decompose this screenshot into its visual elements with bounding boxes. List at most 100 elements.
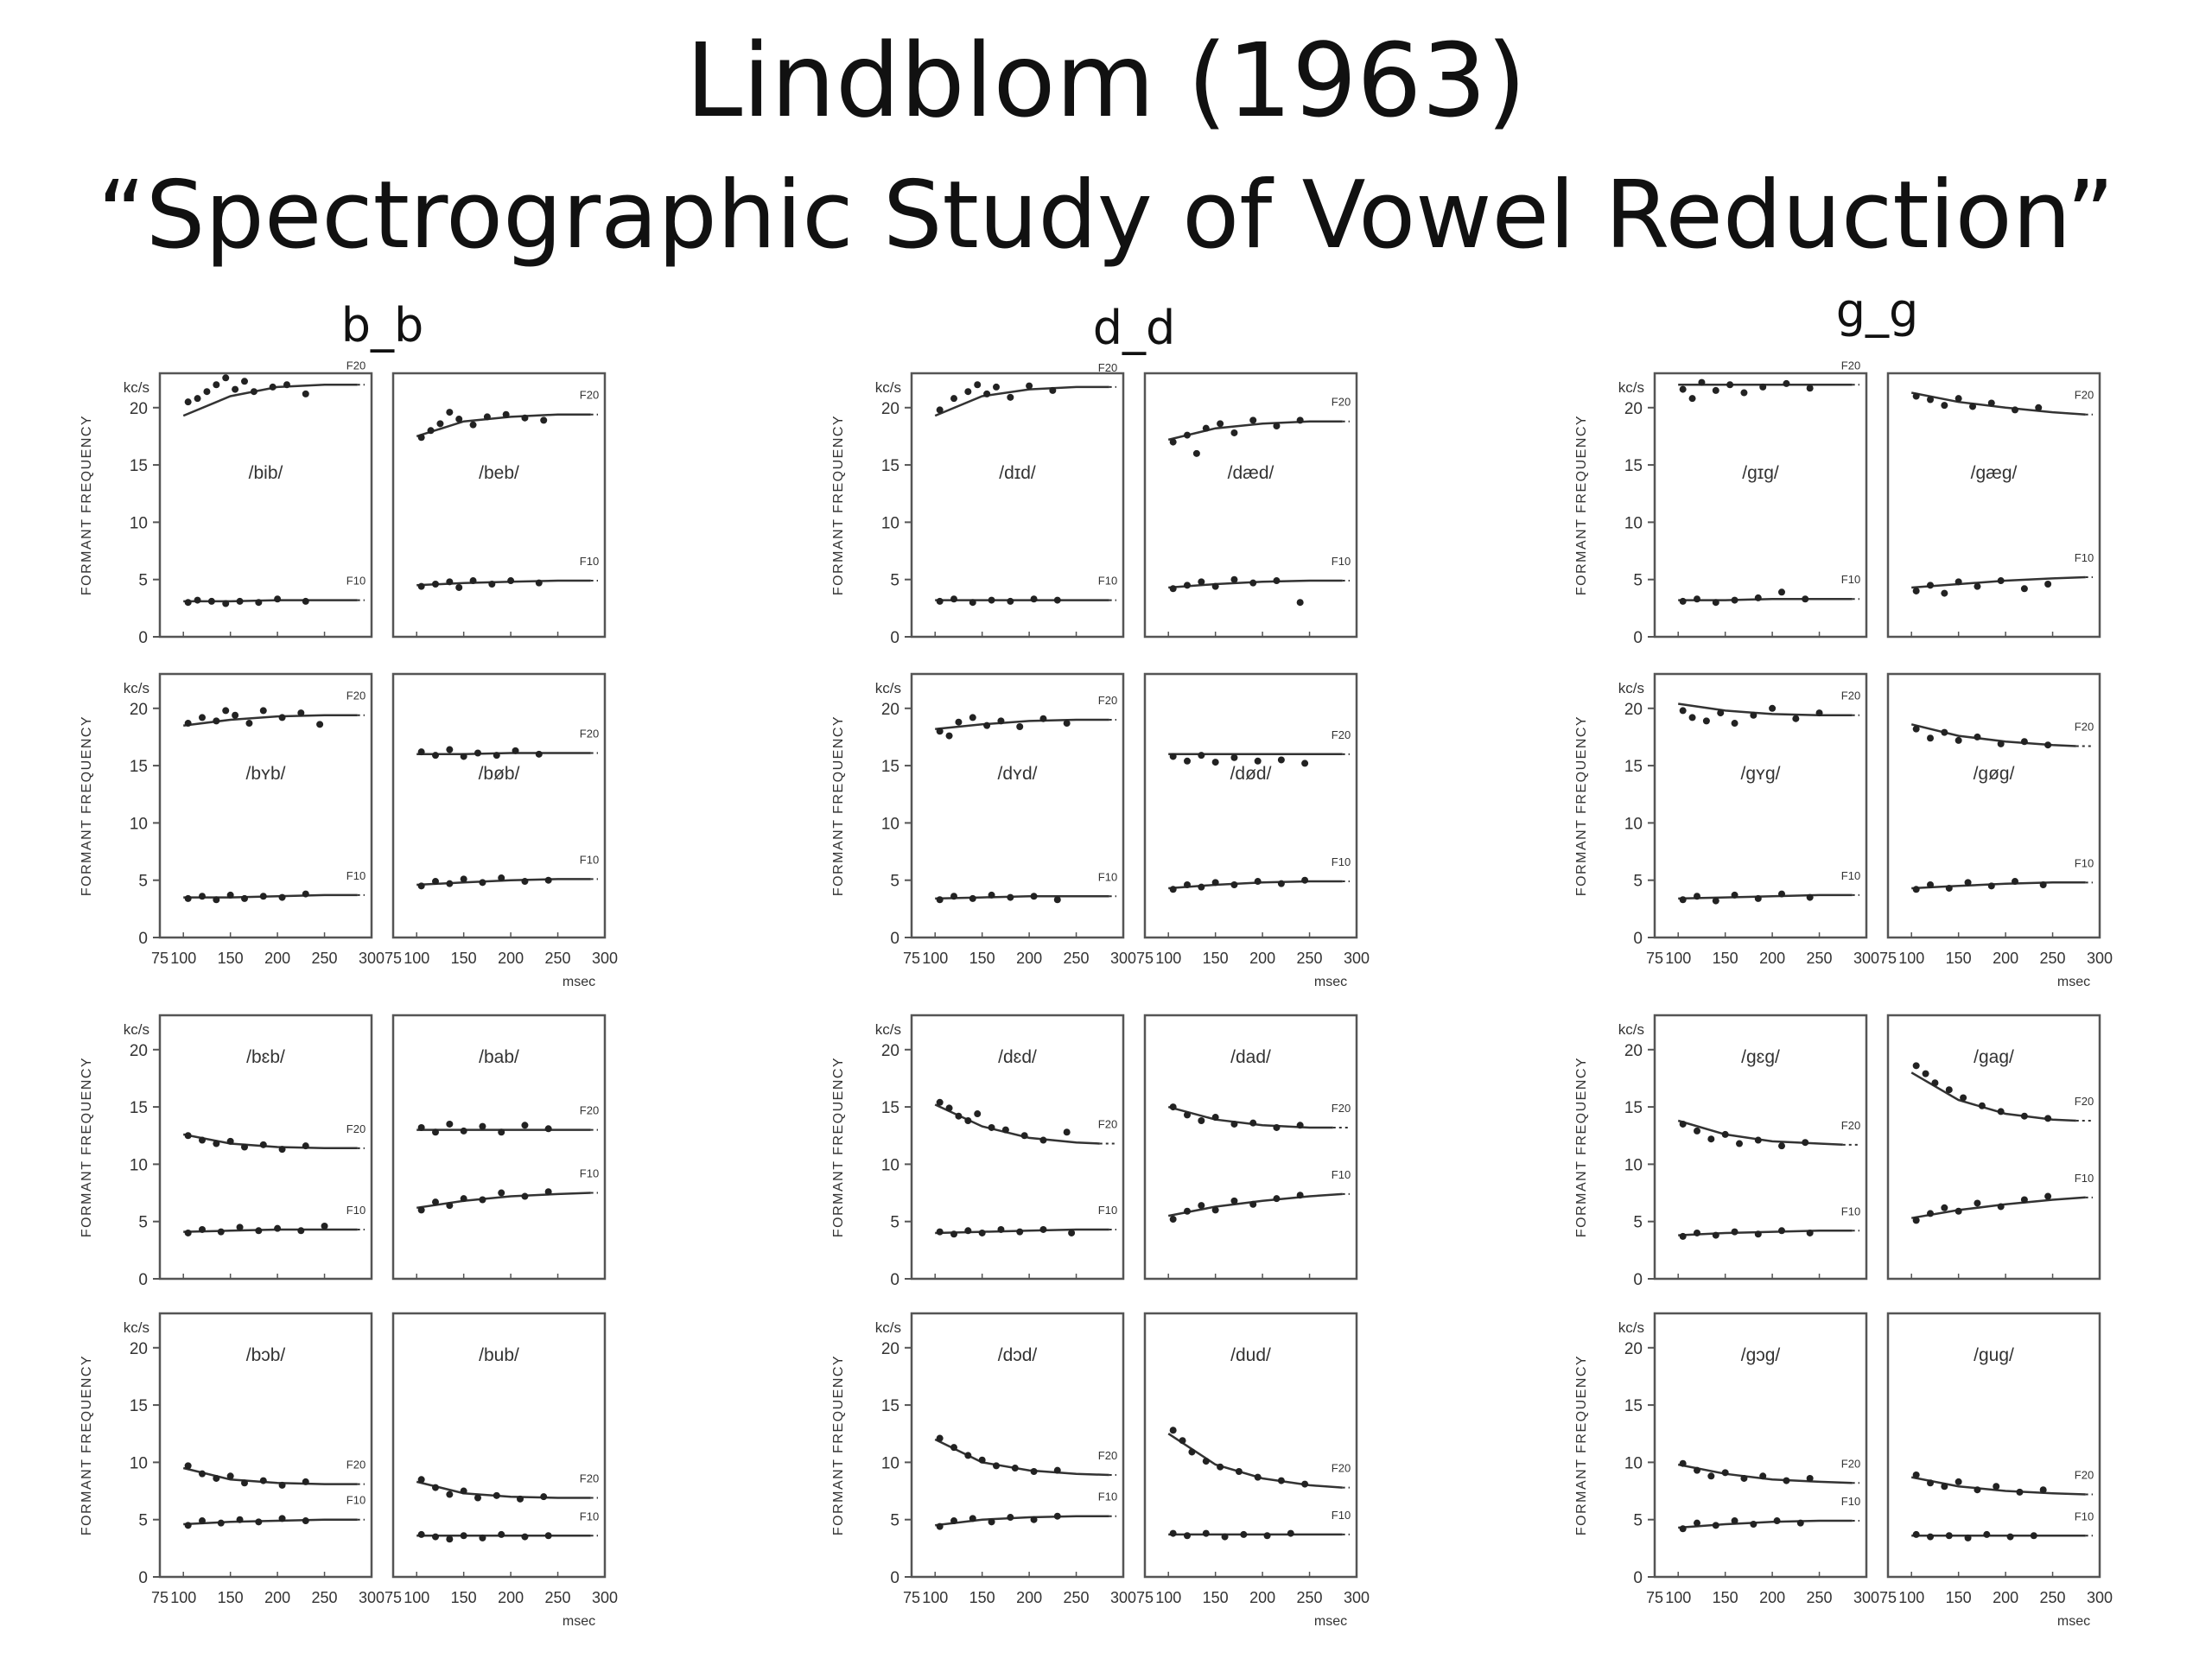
- y-tick-label: 5: [1633, 873, 1643, 891]
- series-F10: F10: [183, 575, 365, 607]
- series-F10: F10: [1168, 555, 1351, 607]
- y-tick-label: 20: [130, 1340, 148, 1358]
- x-tick-label: 75: [151, 1589, 168, 1606]
- trend-line: [416, 579, 591, 587]
- data-point: [446, 1491, 454, 1498]
- panel-frame: [1653, 372, 1868, 639]
- data-point: [1249, 1119, 1257, 1127]
- data-point: [1026, 382, 1033, 390]
- trend-line: [182, 384, 358, 417]
- data-point: [969, 599, 976, 607]
- data-point: [446, 1202, 454, 1210]
- x-tick-label: 150: [1713, 950, 1738, 967]
- data-point: [936, 728, 944, 735]
- y-axis-title: FORMANT FREQUENCY: [79, 715, 94, 896]
- data-point: [1230, 1120, 1238, 1128]
- data-point: [1912, 886, 1920, 893]
- data-point: [1712, 1522, 1719, 1529]
- x-tick-label: 150: [1713, 1589, 1738, 1606]
- data-point: [1927, 396, 1934, 404]
- data-point: [544, 1188, 552, 1196]
- data-point: [455, 583, 463, 591]
- data-point: [278, 893, 286, 901]
- data-point: [1792, 715, 1800, 722]
- trend-line: [182, 1133, 358, 1150]
- data-point: [1049, 386, 1057, 394]
- data-point: [1721, 1469, 1729, 1477]
- series-F10: F10: [1167, 1168, 1351, 1224]
- formant-label: F20: [1841, 690, 1860, 702]
- formant-label: F10: [1841, 869, 1860, 882]
- data-point: [936, 896, 944, 904]
- y-tick-label: 20: [881, 701, 899, 719]
- data-point: [1740, 389, 1748, 397]
- y-axis-title: FORMANT FREQUENCY: [79, 1355, 94, 1535]
- data-point: [217, 1519, 225, 1527]
- data-point: [1030, 1516, 1038, 1523]
- data-point: [241, 378, 248, 385]
- data-point: [1230, 881, 1238, 888]
- data-point: [1221, 1533, 1229, 1541]
- formant-label: F10: [2075, 1172, 2094, 1185]
- data-point: [1679, 1459, 1687, 1467]
- data-point: [1301, 876, 1309, 884]
- panel-/dʏd/: /dʏd/0 5 10 15 20 kc/s FORMANT FREQUENCY 75 100 1…: [831, 672, 1136, 967]
- data-point: [1778, 1227, 1785, 1235]
- trend-line: [416, 1480, 591, 1499]
- data-point: [241, 1143, 248, 1151]
- x-tick-label: 200: [498, 950, 524, 967]
- x-tick-label: 150: [1203, 950, 1229, 967]
- series-F20: F20: [1910, 721, 2094, 749]
- data-point: [1184, 1532, 1191, 1540]
- data-point: [417, 582, 425, 590]
- x-tick-label: 200: [1249, 1589, 1275, 1606]
- data-point: [432, 1198, 439, 1206]
- trend-line: [183, 893, 358, 899]
- y-axis-title: FORMANT FREQUENCY: [1574, 1057, 1589, 1237]
- data-point: [521, 1122, 529, 1129]
- data-point: [1974, 1486, 1981, 1494]
- data-point: [226, 891, 234, 899]
- data-point: [1912, 1217, 1920, 1224]
- series-F20: F20: [1167, 1427, 1351, 1489]
- vowel-label: /gʏg/: [1741, 764, 1781, 784]
- data-point: [1927, 1533, 1934, 1541]
- data-point: [1007, 1514, 1014, 1522]
- x-unit: msec: [2057, 1614, 2090, 1629]
- data-point: [1169, 753, 1177, 760]
- y-tick-label: 20: [881, 1042, 899, 1060]
- formant-label: F20: [1841, 359, 1860, 372]
- data-point: [255, 1227, 263, 1235]
- data-point: [1202, 1458, 1210, 1465]
- formant-label: F20: [346, 1122, 365, 1135]
- data-point: [936, 1434, 944, 1442]
- data-point: [535, 750, 543, 758]
- trend-line: [1677, 1119, 1843, 1147]
- data-point: [983, 721, 991, 729]
- data-point: [1993, 1483, 2000, 1491]
- panel-frame: [910, 1312, 1125, 1579]
- data-point: [1955, 1207, 1962, 1215]
- data-point: [184, 1522, 192, 1529]
- formant-label: F20: [346, 1459, 365, 1471]
- data-point: [417, 1476, 425, 1484]
- data-point: [1184, 757, 1191, 765]
- data-point: [950, 395, 957, 403]
- y-tick-label: 20: [130, 400, 148, 418]
- data-point: [1301, 760, 1309, 767]
- data-point: [446, 409, 454, 416]
- x-tick-label: 150: [451, 1589, 477, 1606]
- data-point: [936, 597, 944, 605]
- data-point: [544, 1532, 552, 1540]
- data-point: [1694, 1519, 1700, 1527]
- data-point: [1679, 597, 1687, 605]
- data-point: [1169, 438, 1177, 446]
- data-point: [1053, 1466, 1061, 1474]
- vowel-label: /bub/: [479, 1345, 519, 1365]
- panel-/bab/: /bab/F20 F10: [391, 1014, 607, 1281]
- data-point: [283, 381, 290, 389]
- data-point: [226, 1472, 234, 1480]
- series-F10: F10: [1911, 856, 2094, 893]
- y-axis-title: FORMANT FREQUENCY: [831, 1355, 846, 1535]
